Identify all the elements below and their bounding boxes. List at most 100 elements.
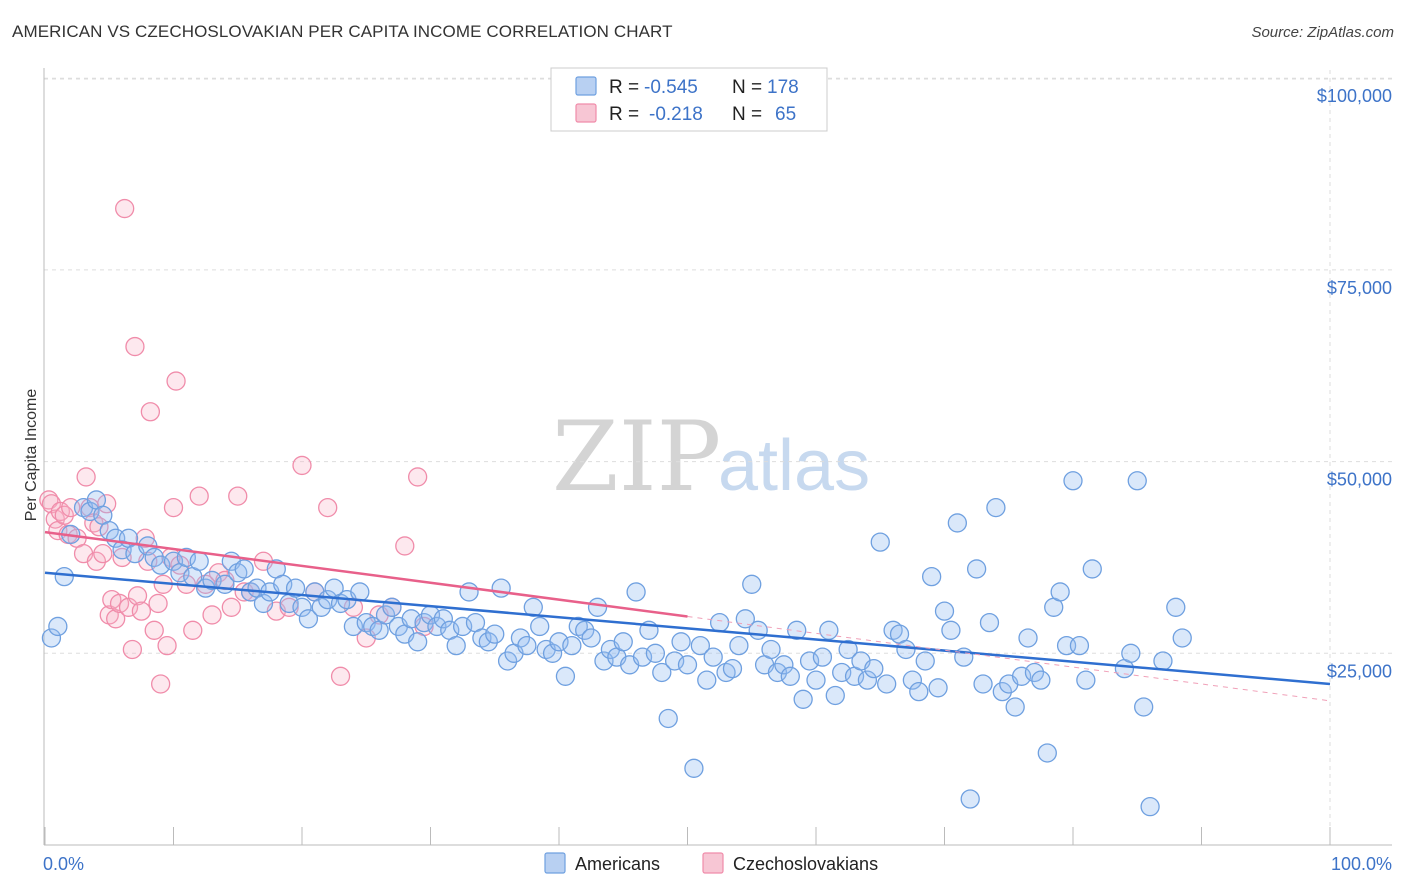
americans-trend-line — [44, 571, 1331, 686]
americans-point — [1121, 643, 1141, 663]
czechoslovakians-point — [86, 551, 107, 571]
czechoslovakians-point — [93, 543, 113, 564]
czechoslovakians-point — [228, 486, 248, 506]
y-tick-label: $100,000 — [1317, 86, 1392, 106]
americans-point — [703, 647, 723, 667]
czechoslovakians-point — [135, 528, 155, 548]
americans-point — [806, 670, 826, 690]
americans-point — [722, 658, 743, 679]
czechoslovakians-point — [183, 620, 203, 640]
americans-point — [787, 620, 807, 640]
trend-lines — [44, 530, 1331, 702]
americans-point — [697, 670, 717, 690]
americans-point — [1018, 628, 1038, 648]
americans-point — [709, 612, 730, 633]
czechoslovakians-point — [189, 486, 209, 506]
americans-point — [819, 620, 839, 640]
americans-point — [857, 670, 878, 690]
americans-point — [838, 639, 858, 660]
americans-point — [793, 689, 813, 709]
americans-point — [742, 574, 762, 594]
y-tick-label: $25,000 — [1327, 661, 1392, 681]
americans-point — [934, 601, 955, 621]
americans-point — [986, 497, 1006, 518]
axes — [43, 68, 1392, 846]
watermark-zip: ZIP — [552, 401, 721, 513]
czechoslovakians-point — [395, 536, 415, 556]
americans-point — [234, 559, 254, 579]
czechoslovakians-point — [106, 609, 126, 629]
legend-n-value: 178 — [767, 77, 799, 98]
americans-point — [285, 578, 306, 598]
americans-point — [1050, 582, 1070, 602]
americans-point — [992, 681, 1012, 702]
americans-point — [433, 609, 454, 629]
americans-point — [690, 635, 710, 656]
legend-swatch-americans — [575, 76, 597, 96]
americans-point — [812, 647, 833, 667]
americans-point — [1037, 743, 1057, 763]
watermark-atlas: atlas — [718, 426, 870, 506]
americans-point — [1063, 471, 1083, 491]
americans-point — [581, 628, 601, 648]
czechoslovakians-point — [115, 198, 135, 219]
americans-point — [491, 578, 511, 598]
americans-point — [530, 616, 550, 637]
americans-point — [671, 632, 691, 652]
americans-point — [960, 789, 980, 809]
americans-point — [1134, 697, 1154, 717]
americans-point — [774, 655, 794, 675]
americans-point — [825, 685, 845, 706]
americans-point — [1172, 628, 1192, 648]
czechoslovakians-point — [330, 666, 351, 686]
americans-point — [902, 670, 923, 690]
americans-point — [253, 593, 274, 614]
legend-n-label: N = — [732, 104, 762, 125]
americans-point — [909, 681, 929, 702]
legend-r-label: R = — [609, 104, 639, 125]
czechoslovakians-point — [407, 467, 428, 487]
americans-point — [562, 635, 582, 656]
americans-point — [478, 632, 498, 652]
czechoslovakians-point — [202, 605, 222, 625]
legend-swatch-czechoslovakians — [702, 852, 724, 874]
americans-point — [1031, 670, 1051, 690]
legend-label-czechoslovakians: Czechoslovakians — [733, 854, 878, 874]
americans-point — [555, 666, 576, 686]
czechoslovakians-point — [163, 497, 184, 518]
americans-point — [761, 639, 781, 660]
americans-point — [48, 616, 68, 637]
americans-point — [292, 597, 312, 617]
americans-point — [658, 708, 678, 729]
americans-point — [311, 597, 331, 617]
czechoslovakians-trend-line — [44, 530, 688, 618]
americans-point — [407, 632, 428, 652]
czechoslovakians-point — [150, 674, 171, 694]
americans-point — [613, 632, 633, 652]
czechoslovakians-point — [76, 467, 96, 487]
americans-point — [1076, 670, 1096, 690]
americans-point — [877, 674, 897, 694]
americans-point — [144, 547, 164, 568]
czechoslovakians-point — [148, 593, 168, 614]
czechoslovakians-point — [140, 402, 161, 422]
americans-point — [1140, 797, 1160, 817]
americans-point — [729, 635, 749, 656]
x-tick-label: 100.0% — [1331, 854, 1392, 874]
americans-point — [1153, 651, 1173, 671]
czechoslovakians-point — [318, 497, 338, 518]
americans-point — [947, 513, 967, 533]
americans-point — [1166, 597, 1186, 617]
americans-point — [54, 566, 74, 587]
americans-points — [41, 471, 1192, 817]
americans-point — [864, 658, 884, 679]
americans-point — [459, 582, 479, 602]
legend-top: R = -0.545 N = 178 R = -0.218 N = 65 — [550, 67, 828, 132]
americans-point — [1127, 471, 1147, 491]
czechoslovakians-point — [127, 586, 148, 606]
americans-point — [446, 635, 466, 656]
americans-point — [523, 597, 543, 617]
americans-point — [517, 635, 537, 656]
chart-title: AMERICAN VS CZECHOSLOVAKIAN PER CAPITA I… — [12, 22, 673, 41]
czechoslovakians-point — [54, 505, 74, 525]
